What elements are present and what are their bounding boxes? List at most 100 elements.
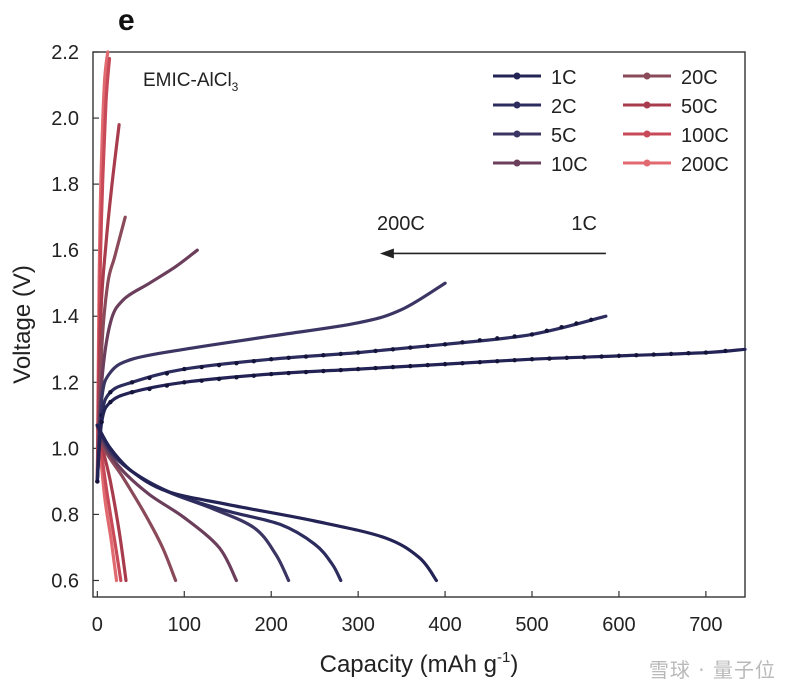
series-1c-point (338, 367, 343, 373)
series-1c-point (95, 479, 100, 484)
series-2c-point (544, 328, 549, 333)
series-1c-point (425, 362, 430, 368)
series-1c-point (634, 353, 639, 358)
series-1c-point (182, 380, 187, 385)
series-2c-point (199, 364, 204, 370)
series-1c-point (355, 366, 361, 372)
series-2c-point (512, 334, 517, 339)
series-2c-point (495, 336, 500, 341)
y-tick-label: 2.0 (51, 108, 79, 130)
series-2c-point (182, 366, 187, 372)
legend-marker-10c (513, 159, 521, 167)
series-2c-point (529, 332, 535, 337)
series-1c-point (164, 383, 170, 388)
series-1c-point (442, 361, 448, 367)
x-tick-label: 100 (168, 614, 201, 636)
x-tick-label: 500 (515, 614, 548, 636)
legend-label-5c: 5C (551, 125, 577, 147)
legend-marker-20c (643, 72, 651, 80)
series-2c-point (108, 390, 113, 395)
arrow-head (379, 248, 394, 259)
series-1c-point (321, 368, 326, 374)
y-tick-label: 1.2 (51, 372, 79, 394)
watermark-text: 雪球 · 量子位 (648, 658, 776, 682)
series-1c-point (599, 354, 604, 359)
y-tick-label: 1.8 (51, 174, 79, 196)
plot-frame (92, 51, 746, 598)
series-10c-discharge-line (95, 423, 238, 583)
series-1c-point (199, 378, 204, 383)
legend-marker-5c (513, 130, 521, 138)
series-1c-point (251, 373, 257, 378)
series-1c-point (408, 363, 413, 369)
series-2c-point (251, 358, 257, 364)
y-tick-label: 0.8 (51, 504, 79, 526)
series-1c-point (529, 356, 535, 362)
legend-label-200c: 200C (681, 154, 729, 176)
x-tick-label: 600 (602, 614, 635, 636)
series-2c-point (425, 343, 430, 349)
series-2c-point (408, 345, 413, 350)
series-1c-point (703, 350, 709, 355)
series-1c-point (651, 352, 656, 357)
series-2c-point (234, 360, 239, 366)
series-1c-point (668, 351, 674, 357)
legend-label-2c: 2C (551, 96, 577, 118)
legend-label-20c: 20C (681, 67, 718, 89)
series-2c-point (286, 355, 291, 361)
series-2c-point (442, 342, 448, 347)
arrow-label-right: 1C (571, 213, 597, 235)
series-2c-point (588, 317, 594, 323)
series-1c-point (147, 386, 152, 392)
x-axis-label: Capacity (mAh g-1) (320, 649, 519, 678)
x-tick-label: 400 (428, 614, 461, 636)
series-2c-point (216, 362, 222, 368)
series-10c-charge-line (95, 248, 199, 483)
series-2c-point (373, 348, 378, 354)
series-1c-point (477, 359, 483, 365)
x-tick-label: 300 (341, 614, 374, 636)
y-tick-label: 0.6 (51, 570, 79, 592)
series-1c-point (547, 356, 552, 361)
y-axis-label: Voltage (V) (9, 265, 36, 384)
series-1c-point (373, 365, 378, 371)
series-2c-point (321, 353, 326, 358)
legend-label-10c: 10C (551, 154, 588, 176)
series-1c-point (269, 371, 274, 377)
arrow-label-left: 200C (377, 213, 425, 235)
series-1c-point (460, 360, 465, 366)
x-tick-label: 200 (255, 614, 288, 636)
series-1c-point (495, 358, 500, 364)
series-2c-charge-line (95, 314, 608, 483)
series-2c-point (460, 340, 465, 345)
series-2c-point (164, 371, 170, 376)
series-1c-point (234, 375, 239, 380)
series-5c-discharge-line (95, 423, 291, 583)
series-1c-point (216, 376, 222, 382)
panel-label: e (118, 4, 135, 37)
x-tick-label: 0 (92, 614, 103, 636)
legend-label-50c: 50C (681, 96, 718, 118)
series-2c-point (269, 356, 274, 362)
legend-label-1c: 1C (551, 67, 577, 89)
y-tick-label: 1.0 (51, 438, 79, 460)
series-1c-point (564, 355, 569, 361)
series-1c-point (512, 357, 517, 363)
series-1c-point (286, 370, 291, 376)
legend-marker-100c (643, 130, 651, 138)
series-1c-point (581, 355, 587, 360)
y-tick-label: 1.4 (51, 306, 79, 328)
series-2c-point (574, 321, 579, 326)
legend-marker-2c (513, 101, 521, 109)
legend-label-100c: 100C (681, 125, 729, 147)
legend-marker-50c (643, 101, 651, 109)
series-1c-point (303, 369, 309, 375)
y-tick-label: 1.6 (51, 240, 79, 262)
series-5c-charge-line (95, 281, 447, 483)
series-1c-point (723, 348, 728, 354)
legend-marker-200c (643, 159, 651, 167)
series-2c-point (477, 338, 483, 343)
series-1c-point (129, 390, 135, 395)
series-2c-point (303, 354, 309, 359)
